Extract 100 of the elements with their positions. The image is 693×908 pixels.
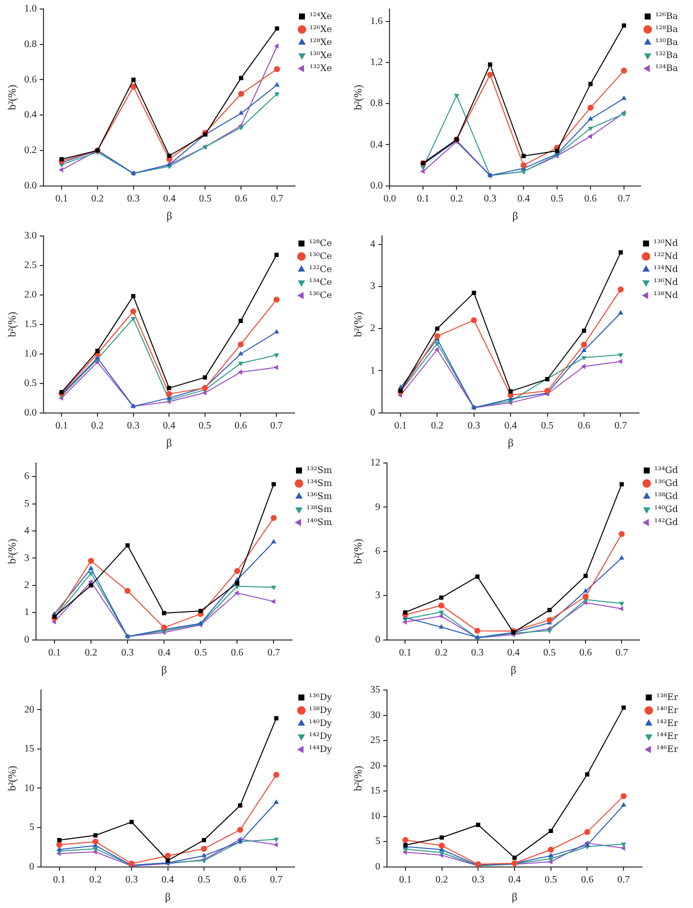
x-tick-label: 0.4	[517, 193, 530, 204]
point	[52, 614, 57, 619]
y-tick-label: 10	[370, 810, 380, 822]
y-tick-label: 10	[24, 782, 34, 794]
point	[620, 793, 627, 800]
y-tick-label: 6	[24, 471, 30, 482]
point	[621, 706, 626, 710]
x-tick-label: 0.6	[234, 420, 247, 432]
point	[618, 310, 624, 315]
legend-label: ¹²⁶Xe	[309, 24, 332, 35]
point	[583, 574, 588, 578]
point	[200, 846, 207, 852]
y-tick-label: 1.5	[24, 319, 37, 330]
point	[238, 90, 244, 97]
point	[585, 772, 590, 776]
x-tick-label: 0.4	[504, 420, 517, 432]
y-axis-title: b²(%)	[6, 84, 18, 110]
point	[274, 716, 278, 720]
x-tick-label: 0.5	[198, 874, 210, 886]
x-tick-label: 0.2	[450, 193, 463, 204]
x-tick-label: 0.4	[507, 647, 520, 658]
point	[234, 568, 240, 574]
x-tick-label: 0.3	[471, 647, 484, 658]
y-tick-label: 5	[375, 836, 380, 848]
point	[548, 852, 554, 858]
legend-label: ¹³⁶Sm	[306, 492, 332, 502]
y-tick-label: 1	[24, 607, 30, 618]
x-tick-label: 0.1	[55, 193, 68, 204]
x-tick-label: 0.5	[543, 647, 556, 658]
y-tick-label: 15	[24, 744, 34, 755]
x-tick-label: 0.3	[121, 647, 134, 658]
point	[273, 842, 278, 848]
x-tick-label: 0.2	[435, 647, 448, 658]
point	[237, 826, 244, 833]
x-tick-label: 0.5	[198, 193, 212, 204]
point	[520, 162, 527, 168]
x-tick-label: 0.1	[399, 874, 412, 886]
x-tick-label: 0.6	[580, 874, 594, 886]
x-tick-label: 0.1	[398, 647, 412, 658]
x-tick-label: 0.2	[91, 193, 104, 204]
y-tick-label: 2.0	[24, 290, 37, 301]
point	[554, 148, 560, 153]
x-tick-label: 0.2	[436, 874, 448, 886]
x-tick-label: 0.5	[550, 193, 564, 204]
y-tick-label: 30	[370, 710, 380, 721]
y-tick-label: 15	[370, 786, 380, 797]
point	[238, 350, 244, 356]
legend-label: ¹⁴⁴Dy	[308, 744, 333, 755]
legend-label: ¹³⁶Dy	[308, 692, 333, 703]
y-tick-label: 1	[370, 365, 376, 376]
point	[273, 772, 280, 778]
x-tick-label: 0.3	[484, 193, 496, 204]
point	[618, 358, 622, 364]
point	[618, 353, 624, 358]
point	[274, 296, 280, 303]
x-tick-label: 0.1	[394, 420, 407, 432]
point	[124, 588, 131, 594]
legend-label: ¹⁴⁴Er	[656, 732, 679, 742]
x-tick-label: 0.7	[615, 647, 628, 658]
point	[544, 388, 550, 394]
point	[274, 838, 279, 842]
legend-label: ¹²⁴Xe	[309, 12, 332, 22]
x-tick-label: 0.7	[614, 420, 627, 432]
legend-label: ¹²⁶Ba	[655, 12, 679, 22]
x-tick-label: 0.4	[158, 647, 170, 658]
x-tick-label: 0.6	[579, 647, 592, 658]
point	[238, 126, 244, 130]
point	[435, 326, 440, 331]
x-tick-label: 0.3	[127, 420, 140, 432]
point	[88, 558, 94, 564]
x-tick-label: 0.6	[234, 874, 246, 886]
point	[166, 390, 172, 397]
legend-label: ¹⁴²Gd	[654, 518, 678, 528]
point	[587, 104, 594, 111]
point	[271, 586, 276, 590]
legend-label: ¹³⁶Nd	[654, 278, 678, 288]
point	[620, 482, 624, 486]
point	[131, 78, 136, 82]
y-tick-label: 6	[375, 546, 380, 558]
point	[274, 329, 280, 334]
point	[234, 590, 239, 596]
point	[512, 856, 517, 860]
point	[621, 95, 627, 100]
point	[621, 842, 626, 848]
y-tick-label: 3	[24, 552, 30, 564]
y-axis-title: b²(%)	[6, 765, 18, 792]
legend-label: ¹³⁰Nd	[654, 238, 678, 249]
x-axis-title: β	[508, 437, 514, 450]
legend-label: ¹³²Xe	[309, 64, 332, 74]
x-axis-title: β	[166, 437, 172, 450]
x-axis-title: β	[512, 210, 518, 222]
legend-label: ¹²⁸Ce	[308, 238, 332, 249]
x-tick-label: 0.6	[578, 420, 590, 432]
point	[438, 602, 444, 608]
y-axis-title: b²(%)	[352, 311, 364, 338]
point	[238, 341, 244, 348]
point	[546, 617, 553, 624]
y-tick-label: 0.4	[370, 139, 383, 150]
x-axis-title: β	[512, 891, 518, 904]
y-tick-label: 0	[375, 634, 380, 646]
